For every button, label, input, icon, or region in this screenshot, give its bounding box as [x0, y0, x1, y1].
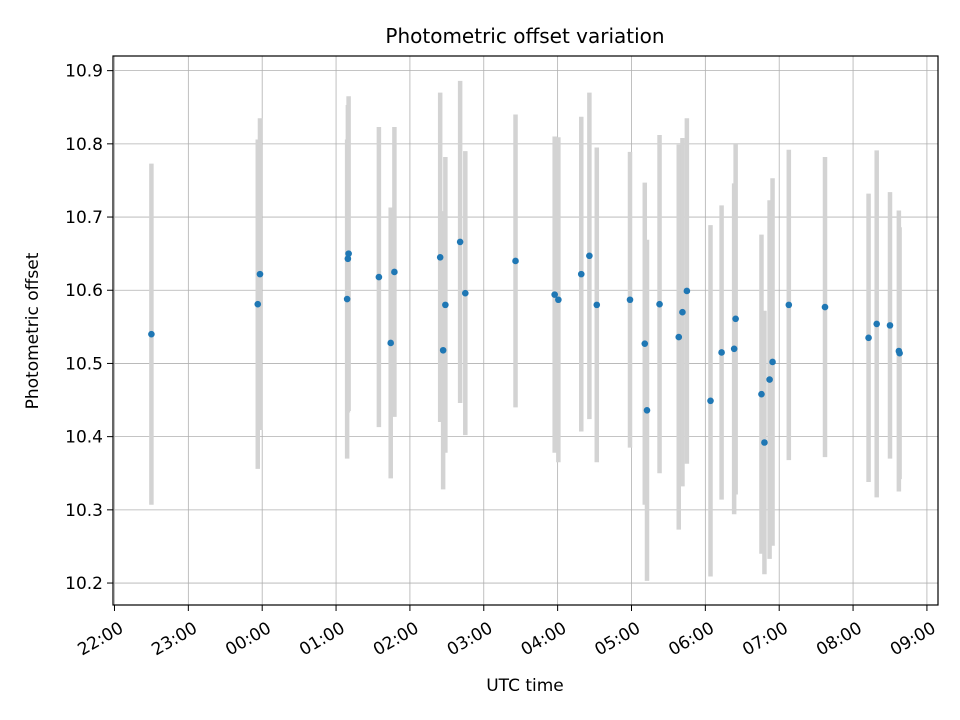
data-point [586, 252, 593, 260]
data-point [551, 291, 558, 298]
y-tick-label: 10.9 [65, 62, 103, 82]
y-tick-label: 10.2 [65, 574, 103, 594]
data-point [821, 303, 829, 311]
data-point [758, 390, 765, 398]
data-point [439, 346, 447, 354]
y-tick-label: 10.4 [65, 428, 103, 448]
data-point [345, 250, 352, 257]
y-tick-label: 10.8 [65, 135, 103, 155]
y-tick-label: 10.7 [65, 208, 103, 228]
data-point [148, 330, 155, 338]
data-point [375, 273, 383, 281]
data-point [785, 301, 793, 309]
data-point [512, 257, 519, 265]
data-point [256, 270, 264, 278]
data-point [766, 376, 773, 383]
data-point [718, 349, 725, 356]
data-point [641, 340, 649, 347]
data-points [148, 238, 903, 446]
data-point [896, 349, 903, 357]
y-tick-label: 10.5 [65, 354, 103, 374]
chart-title: Photometric offset variation [385, 24, 664, 48]
data-point [873, 320, 880, 328]
data-point [436, 253, 444, 261]
data-point [456, 238, 464, 246]
data-point [707, 397, 714, 405]
data-point [555, 296, 562, 304]
data-point [593, 301, 601, 309]
data-point [679, 308, 686, 316]
data-point [769, 358, 776, 366]
data-point [865, 334, 872, 342]
data-point [683, 287, 691, 295]
y-tick-label: 10.6 [65, 281, 103, 301]
data-point [656, 300, 663, 308]
data-point [761, 439, 768, 446]
data-point [343, 295, 351, 303]
data-point [442, 301, 449, 309]
x-axis-label: UTC time [486, 676, 564, 696]
data-point [643, 406, 651, 414]
data-point [577, 270, 585, 278]
data-point [391, 268, 398, 276]
data-point [730, 345, 738, 353]
data-point [462, 289, 469, 297]
data-point [626, 296, 634, 304]
y-axis-label: Photometric offset [23, 252, 43, 409]
data-point [254, 300, 262, 308]
data-point [732, 315, 739, 323]
plot-frame [112, 55, 939, 606]
data-point [344, 255, 352, 263]
y-axis-ticks: 10.2 10.3 10.4 10.5 10.6 10.7 10.8 10.9 [65, 62, 113, 594]
gridlines [113, 56, 938, 605]
data-point [675, 333, 683, 341]
data-point [387, 339, 395, 347]
data-point [886, 322, 894, 329]
y-tick-label: 10.3 [65, 501, 103, 521]
